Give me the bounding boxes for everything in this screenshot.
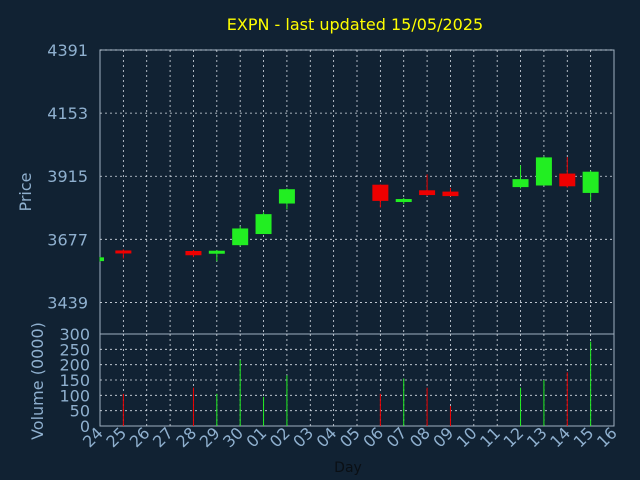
price-axis-label: Price <box>16 172 35 211</box>
candle-body <box>232 228 249 246</box>
candle-body <box>208 250 225 254</box>
candle-body <box>395 199 412 203</box>
candle <box>419 174 436 197</box>
candle <box>395 197 412 205</box>
price-grid <box>100 49 614 334</box>
candle-body <box>185 251 202 256</box>
volume-tick-label: 150 <box>59 371 90 390</box>
candle-body <box>512 179 529 188</box>
volume-tick-label: 0 <box>80 417 90 436</box>
candle-body <box>278 189 295 204</box>
candle-body <box>115 250 132 254</box>
volume-bars <box>122 341 592 426</box>
candle <box>535 156 552 186</box>
candle <box>512 165 529 189</box>
chart-title: EXPN - last updated 15/05/2025 <box>227 15 483 34</box>
price-tick-label: 3915 <box>47 167 88 186</box>
volume-tick-label: 300 <box>59 325 90 344</box>
candle <box>582 170 599 201</box>
candle-body <box>100 257 104 262</box>
candle <box>442 187 459 197</box>
candle <box>559 157 576 188</box>
x-axis-label: Day <box>334 460 362 476</box>
price-tick-label: 4153 <box>47 104 88 123</box>
candle-body <box>255 214 272 235</box>
price-y-ticks: 3439 3677 3915 4153 4391 <box>47 41 88 312</box>
candle <box>99 256 104 262</box>
price-tick-label: 3439 <box>47 293 88 312</box>
volume-tick-label: 250 <box>59 340 90 359</box>
candle-body <box>442 191 459 197</box>
volume-tick-label: 100 <box>59 386 90 405</box>
x-ticks: 2425262728293001020304050607080910111213… <box>79 423 621 451</box>
volume-axis-label: Volume (0000) <box>28 322 47 440</box>
candle-body <box>559 173 576 187</box>
candle <box>115 249 132 259</box>
candle <box>208 249 225 262</box>
volume-tick-label: 200 <box>59 356 90 375</box>
price-panel: 3439 3677 3915 4153 4391 Price <box>16 41 615 335</box>
candle-body <box>535 157 552 186</box>
candle-body <box>582 171 599 193</box>
candle <box>278 188 295 210</box>
volume-tick-label: 50 <box>70 402 90 421</box>
candle <box>255 212 272 235</box>
candle <box>232 226 249 246</box>
price-tick-label: 3677 <box>47 230 88 249</box>
candle <box>185 249 202 258</box>
candle-body <box>372 184 389 201</box>
candle-body <box>419 190 436 196</box>
candle <box>372 184 389 208</box>
candles <box>99 156 599 262</box>
price-tick-label: 4391 <box>47 41 88 60</box>
